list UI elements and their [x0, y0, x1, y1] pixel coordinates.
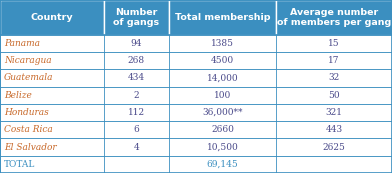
Text: Costa Rica: Costa Rica — [4, 125, 53, 134]
Text: Panama: Panama — [4, 39, 40, 48]
Text: 10,500: 10,500 — [207, 143, 238, 152]
Text: TOTAL: TOTAL — [4, 160, 35, 169]
Text: Honduras: Honduras — [4, 108, 49, 117]
Text: El Salvador: El Salvador — [4, 143, 56, 152]
Text: Number
of gangs: Number of gangs — [113, 8, 159, 27]
Bar — [0, 0, 392, 35]
Text: 94: 94 — [131, 39, 142, 48]
Text: Guatemala: Guatemala — [4, 73, 53, 82]
Text: Total membership: Total membership — [175, 13, 270, 22]
Text: 36,000**: 36,000** — [202, 108, 243, 117]
Bar — [169, 0, 276, 35]
Bar — [276, 0, 392, 35]
Bar — [0, 35, 392, 52]
Bar — [0, 121, 392, 138]
Bar — [0, 52, 392, 69]
Text: 15: 15 — [328, 39, 340, 48]
Bar — [104, 0, 169, 35]
Text: 69,145: 69,145 — [207, 160, 238, 169]
Text: 321: 321 — [326, 108, 343, 117]
Bar — [0, 138, 392, 156]
Text: Country: Country — [31, 13, 73, 22]
Text: 443: 443 — [326, 125, 343, 134]
Text: 50: 50 — [328, 91, 340, 100]
Bar — [0, 156, 392, 173]
Bar — [0, 86, 392, 104]
Bar — [0, 104, 392, 121]
Bar — [0, 0, 104, 35]
Text: 1385: 1385 — [211, 39, 234, 48]
Text: 4: 4 — [133, 143, 139, 152]
Text: 14,000: 14,000 — [207, 73, 238, 82]
Text: 100: 100 — [214, 91, 231, 100]
Text: 6: 6 — [133, 125, 139, 134]
Text: 4500: 4500 — [211, 56, 234, 65]
Text: 2625: 2625 — [323, 143, 346, 152]
Text: 32: 32 — [328, 73, 340, 82]
Text: Nicaragua: Nicaragua — [4, 56, 51, 65]
Text: Average number
of members per gang: Average number of members per gang — [277, 8, 391, 27]
Text: 434: 434 — [128, 73, 145, 82]
Text: 2: 2 — [133, 91, 139, 100]
Text: 268: 268 — [128, 56, 145, 65]
Text: 112: 112 — [128, 108, 145, 117]
Text: Belize: Belize — [4, 91, 32, 100]
Bar — [0, 69, 392, 86]
Text: 2660: 2660 — [211, 125, 234, 134]
Text: 17: 17 — [328, 56, 340, 65]
